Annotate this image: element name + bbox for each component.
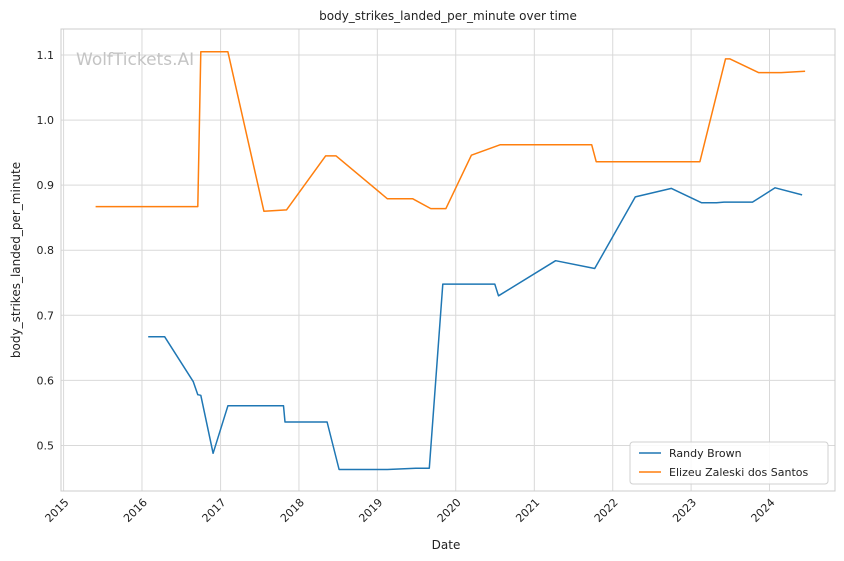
legend-label-elizeu-zaleski: Elizeu Zaleski dos Santos	[669, 466, 809, 479]
y-tick-label: 0.6	[37, 374, 55, 387]
x-axis-label: Date	[432, 538, 461, 552]
series-line-randy-brown	[148, 187, 803, 471]
y-axis-label: body_strikes_landed_per_minute	[9, 162, 23, 358]
y-tick-label: 0.9	[37, 179, 55, 192]
y-tick-label: 0.8	[37, 244, 55, 257]
series-lines	[95, 51, 806, 471]
plot-frame	[60, 28, 836, 492]
y-tick-label: 1.1	[37, 49, 55, 62]
legend: Randy Brown Elizeu Zaleski dos Santos	[629, 441, 829, 485]
y-axis-ticks: 0.5 0.6 0.7 0.8 0.9 1.0 1.1	[37, 49, 55, 452]
y-tick-label: 0.5	[37, 439, 55, 452]
legend-box	[629, 441, 829, 485]
series-line-elizeu-zaleski-dos-santos	[95, 51, 806, 212]
legend-label-randy-brown: Randy Brown	[669, 447, 742, 460]
y-tick-label: 0.7	[37, 309, 55, 322]
y-tick-label: 1.0	[37, 114, 55, 127]
watermark: WolfTickets.AI	[76, 50, 194, 70]
chart-title: body_strikes_landed_per_minute over time	[319, 9, 577, 23]
